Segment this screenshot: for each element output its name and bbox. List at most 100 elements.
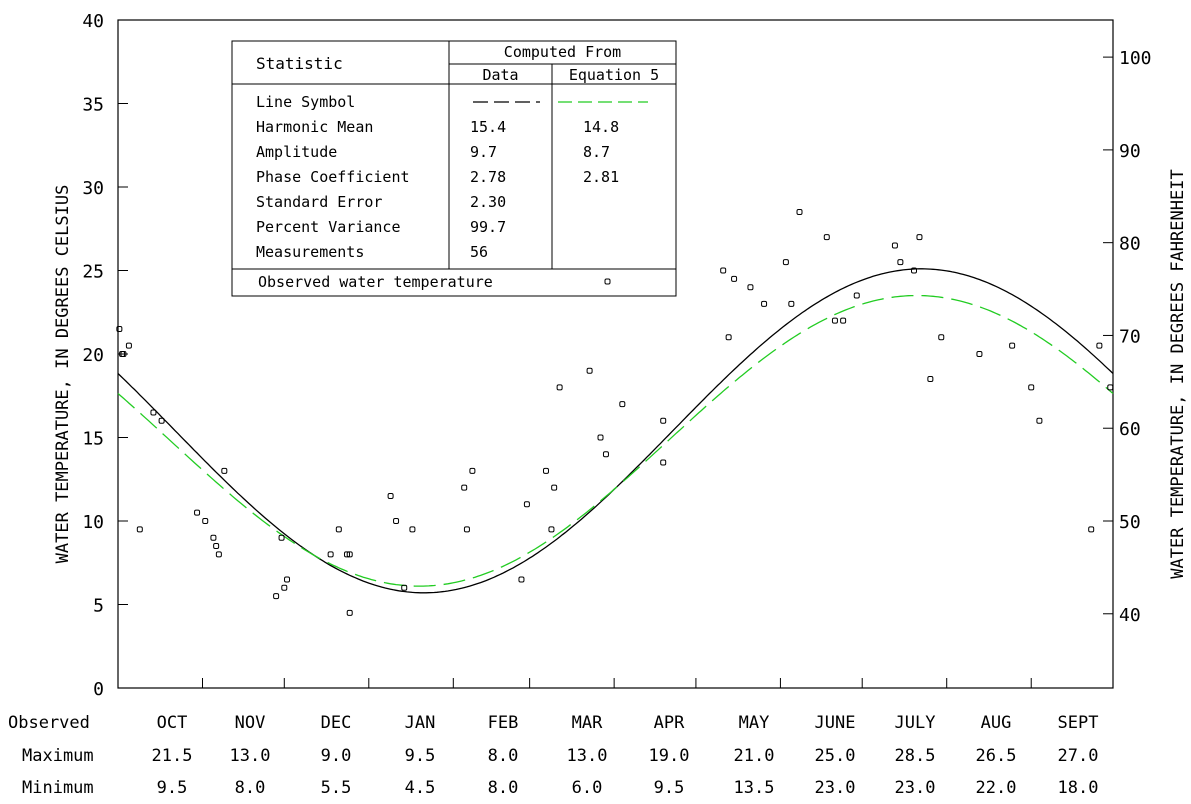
- data-point: [343, 551, 350, 558]
- data-point: [463, 526, 470, 533]
- month-label: DEC: [321, 713, 352, 733]
- data-point: [125, 342, 132, 349]
- data-point: [782, 259, 789, 266]
- row-label-observed: Observed: [8, 713, 90, 733]
- data-point: [556, 384, 563, 391]
- y-tick-label: 35: [82, 95, 104, 116]
- max-value: 9.0: [321, 746, 352, 766]
- max-value: 19.0: [649, 746, 690, 766]
- data-point: [393, 518, 400, 524]
- data-point: [284, 576, 291, 583]
- data-point: [1009, 342, 1016, 349]
- y-right-tick-label: 100: [1119, 48, 1152, 69]
- y-right-tick-label: 50: [1119, 512, 1141, 533]
- data-point: [158, 417, 165, 424]
- data-point: [823, 234, 830, 241]
- y-tick-label: 30: [82, 178, 104, 199]
- table-cell-equation: 2.81: [583, 168, 619, 186]
- min-value: 13.5: [734, 778, 775, 798]
- data-point: [202, 518, 209, 524]
- y-tick-label: 20: [82, 345, 104, 366]
- data-point: [461, 484, 468, 491]
- table-row-label: Harmonic Mean: [256, 118, 373, 136]
- data-point: [897, 259, 904, 266]
- min-value: 9.5: [654, 778, 685, 798]
- axes: 0 5 10 15 20 25 30 35 40 40 50 60 70 80 90 100 WATER TEM…: [53, 11, 1188, 700]
- data-point: [619, 401, 626, 408]
- month-label: APR: [654, 713, 685, 733]
- min-value: 4.5: [405, 778, 436, 798]
- bottom-table: Observed Maximum Minimum OCT 21.5 9.5 NOV 13.0 8…: [8, 713, 1098, 798]
- data-point: [597, 434, 604, 441]
- observed-symbol: [604, 278, 611, 285]
- data-point: [788, 300, 795, 307]
- observed-label: Observed water temperature: [258, 273, 493, 291]
- month-label: MAR: [572, 713, 603, 733]
- table-cell-data: 56: [470, 243, 488, 261]
- month-label: MAY: [739, 713, 770, 733]
- min-value: 9.5: [157, 778, 188, 798]
- month-label: SEPT: [1058, 713, 1099, 733]
- min-value: 8.0: [488, 778, 519, 798]
- data-point: [1088, 526, 1095, 533]
- data-point: [660, 459, 667, 466]
- table-header-statistic: Statistic: [256, 54, 343, 73]
- month-label: JUNE: [815, 713, 856, 733]
- data-point: [136, 526, 143, 533]
- max-value: 13.0: [230, 746, 271, 766]
- table-cell-data: 9.7: [470, 143, 497, 161]
- max-value: 25.0: [815, 746, 856, 766]
- y-tick-label: 40: [82, 11, 104, 32]
- table-cell-data: 2.30: [470, 193, 506, 211]
- legend-table: Statistic Computed From Data Equation 5 Line…: [231, 40, 677, 297]
- table-cell-data: 2.78: [470, 168, 506, 186]
- y-tick-label: 5: [93, 596, 104, 617]
- y-tick-label: 15: [82, 429, 104, 450]
- table-row-label: Line Symbol: [256, 93, 355, 111]
- max-value: 13.0: [567, 746, 608, 766]
- curves: [117, 268, 1114, 594]
- table-header-equation: Equation 5: [569, 66, 659, 84]
- data-point: [346, 551, 353, 558]
- equation-curve: [117, 294, 1114, 587]
- data-point: [927, 376, 934, 383]
- min-value: 18.0: [1058, 778, 1099, 798]
- data-point: [891, 242, 898, 249]
- data-point: [518, 576, 525, 583]
- table-cell-equation: 14.8: [583, 118, 619, 136]
- data-point: [281, 584, 288, 591]
- min-value: 8.0: [235, 778, 266, 798]
- max-value: 9.5: [405, 746, 436, 766]
- data-point: [387, 492, 394, 499]
- data-point: [586, 367, 593, 374]
- month-label: OCT: [157, 713, 188, 733]
- data-point: [660, 417, 667, 424]
- y-axis-label: WATER TEMPERATURE, IN DEGREES CELSIUS: [53, 185, 73, 564]
- y-tick-label: 10: [82, 512, 104, 533]
- y-right-tick-label: 90: [1119, 141, 1141, 162]
- table-row-label: Measurements: [256, 243, 364, 261]
- table-header-data: Data: [482, 66, 518, 84]
- data-point: [548, 526, 555, 533]
- data-point: [210, 534, 217, 541]
- y-right-tick-label: 80: [1119, 234, 1141, 255]
- data-point: [215, 551, 222, 558]
- data-point: [116, 325, 123, 332]
- data-point: [911, 267, 917, 274]
- table-row-label: Amplitude: [256, 143, 337, 161]
- max-value: 27.0: [1058, 746, 1099, 766]
- data-point: [150, 409, 157, 416]
- data-point: [278, 534, 285, 541]
- max-value: 26.5: [976, 746, 1017, 766]
- data-point: [602, 451, 609, 458]
- data-point: [194, 509, 201, 516]
- data-point: [523, 501, 530, 508]
- month-label: NOV: [235, 713, 266, 733]
- min-value: 6.0: [572, 778, 603, 798]
- row-label-minimum: Minimum: [22, 778, 94, 798]
- min-value: 23.0: [815, 778, 856, 798]
- data-point: [853, 292, 860, 299]
- data-point: [761, 300, 768, 307]
- max-value: 21.0: [734, 746, 775, 766]
